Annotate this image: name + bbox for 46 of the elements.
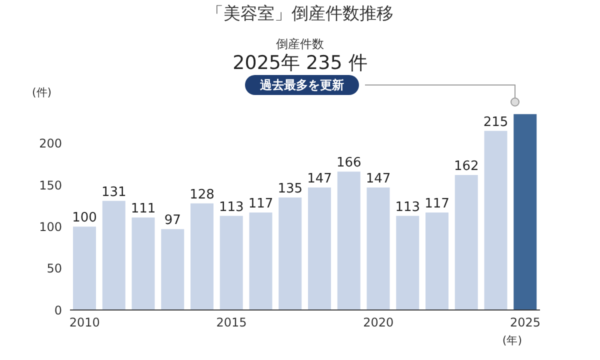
bar (249, 212, 272, 310)
bar (278, 198, 302, 310)
bar (220, 216, 243, 310)
x-tick-label: 2025 (510, 316, 541, 330)
chart-title: 「美容室」倒産件数推移 (206, 3, 394, 25)
y-tick-label: 200 (39, 136, 62, 151)
bar (337, 172, 360, 310)
data-label: 128 (190, 187, 214, 202)
data-label: 147 (307, 172, 332, 186)
data-label: 166 (336, 156, 362, 171)
bar (426, 212, 448, 310)
bar (396, 216, 420, 310)
data-label: 117 (248, 196, 274, 212)
data-label: 215 (483, 114, 508, 130)
data-label: 100 (72, 210, 97, 226)
x-tick-label: 2020 (363, 316, 394, 330)
text: 過去最多を更新 (245, 75, 359, 95)
bar (454, 175, 478, 310)
data-label: 147 (366, 172, 391, 186)
bar (132, 218, 155, 310)
bar (161, 229, 184, 310)
data-label: 113 (218, 200, 244, 215)
bar (366, 188, 390, 310)
y-tick-label: 0 (54, 303, 62, 318)
data-label: 117 (424, 196, 450, 212)
data-label: 131 (101, 184, 126, 200)
bar (484, 130, 508, 310)
x-tick-label: 2010 (69, 316, 100, 330)
y-axis-title: (件) (32, 86, 52, 99)
bar (190, 203, 214, 310)
x-tick-label: 2015 (216, 316, 247, 330)
data-label: 111 (130, 202, 156, 216)
text: 倒産件数 (275, 36, 325, 53)
data-label: 97 (164, 213, 181, 228)
bar (514, 114, 537, 310)
y-tick-label: 150 (39, 178, 62, 192)
bar (73, 226, 96, 310)
data-label: 135 (278, 182, 303, 196)
bar (102, 200, 126, 310)
bar (308, 188, 331, 310)
x-axis-title: (年) (502, 334, 522, 347)
data-label: 113 (395, 200, 420, 215)
y-tick-label: 100 (39, 220, 62, 234)
text: 2025年 235 件 (232, 51, 368, 76)
y-tick-label: 50 (46, 262, 62, 276)
data-label: 162 (454, 159, 479, 174)
